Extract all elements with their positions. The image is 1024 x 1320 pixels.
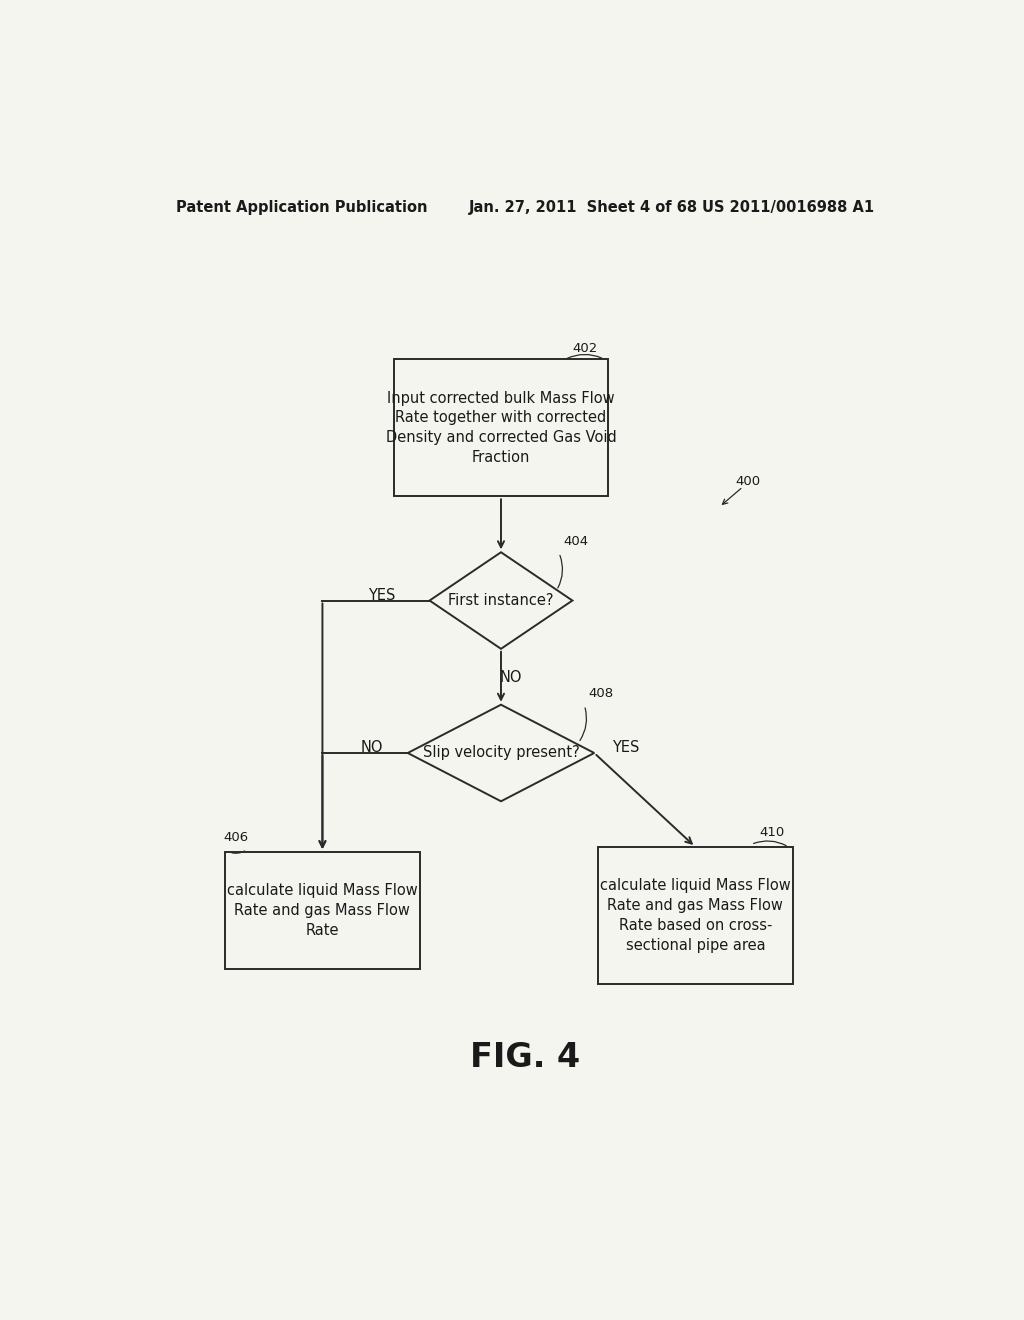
Text: calculate liquid Mass Flow
Rate and gas Mass Flow
Rate based on cross-
sectional: calculate liquid Mass Flow Rate and gas … xyxy=(600,878,791,953)
Text: 406: 406 xyxy=(223,832,249,845)
Text: Input corrected bulk Mass Flow
Rate together with corrected
Density and correcte: Input corrected bulk Mass Flow Rate toge… xyxy=(386,391,616,465)
Text: Jan. 27, 2011  Sheet 4 of 68: Jan. 27, 2011 Sheet 4 of 68 xyxy=(469,199,698,215)
Text: 408: 408 xyxy=(588,688,613,700)
Text: FIG. 4: FIG. 4 xyxy=(470,1041,580,1074)
FancyBboxPatch shape xyxy=(394,359,608,496)
Text: calculate liquid Mass Flow
Rate and gas Mass Flow
Rate: calculate liquid Mass Flow Rate and gas … xyxy=(227,883,418,937)
FancyBboxPatch shape xyxy=(598,847,793,985)
Text: Slip velocity present?: Slip velocity present? xyxy=(423,746,580,760)
Text: 404: 404 xyxy=(563,535,588,548)
Polygon shape xyxy=(430,552,572,649)
Text: NO: NO xyxy=(500,669,522,685)
Text: 410: 410 xyxy=(759,826,784,840)
Text: YES: YES xyxy=(369,587,395,603)
Text: First instance?: First instance? xyxy=(449,593,554,609)
Text: NO: NO xyxy=(360,741,383,755)
Polygon shape xyxy=(408,705,594,801)
Text: 400: 400 xyxy=(735,475,760,488)
Text: YES: YES xyxy=(612,741,640,755)
Text: US 2011/0016988 A1: US 2011/0016988 A1 xyxy=(701,199,873,215)
FancyBboxPatch shape xyxy=(225,853,420,969)
Text: Patent Application Publication: Patent Application Publication xyxy=(176,199,427,215)
Text: 402: 402 xyxy=(572,342,598,355)
